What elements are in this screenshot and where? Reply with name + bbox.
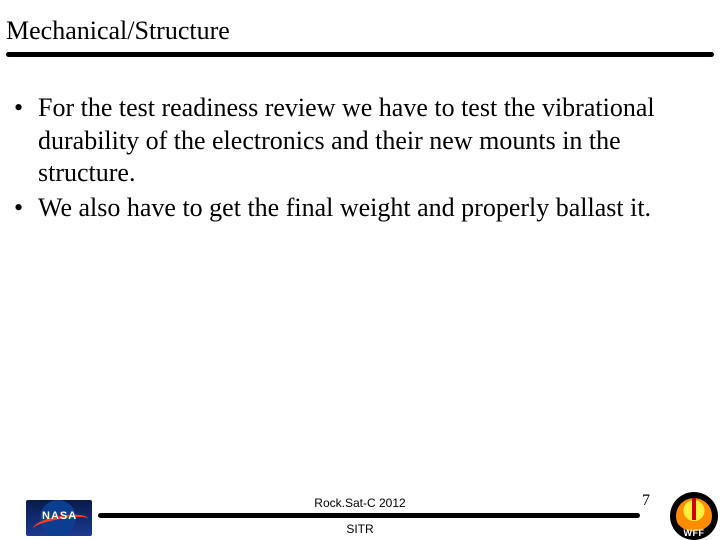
wff-logo-rocket-icon (692, 498, 696, 520)
wff-logo-text: WFF (670, 528, 718, 538)
bullet-list: For the test readiness review we have to… (14, 92, 690, 226)
page-number: 7 (642, 492, 650, 510)
slide-title: Mechanical/Structure (6, 16, 714, 46)
nasa-logo-text: NASA (42, 510, 77, 522)
wff-logo-bg: WFF (670, 492, 718, 540)
footer-text-top: Rock.Sat-C 2012 (0, 496, 720, 510)
bullet-item: We also have to get the final weight and… (14, 192, 690, 225)
footer: NASA Rock.Sat-C 2012 7 SITR WFF (0, 480, 720, 540)
title-area: Mechanical/Structure (6, 16, 714, 57)
slide: Mechanical/Structure For the test readin… (0, 0, 720, 540)
footer-text-bottom: SITR (0, 522, 720, 536)
title-underline (6, 52, 714, 57)
footer-underline (98, 513, 640, 518)
wff-logo: WFF (670, 492, 718, 540)
bullet-item: For the test readiness review we have to… (14, 92, 690, 190)
